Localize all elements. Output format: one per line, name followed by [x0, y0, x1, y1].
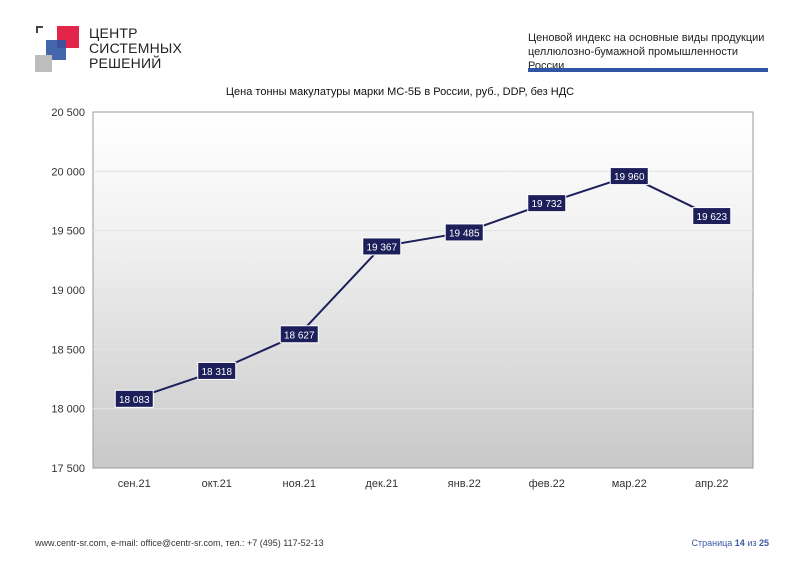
report-title-line-1: Ценовой индекс на основные виды продукци…	[528, 32, 765, 44]
page-number: 14	[734, 538, 745, 548]
footer-contacts: www.centr-sr.com, e-mail: office@centr-s…	[35, 538, 324, 548]
logo-corner-mark	[36, 26, 43, 33]
data-label: 19 367	[366, 242, 397, 253]
y-tick-label: 18 000	[51, 404, 85, 416]
report-title: Ценовой индекс на основные виды продукци…	[528, 31, 768, 73]
y-tick-label: 17 500	[51, 463, 85, 475]
page-indicator: Страница 14 из 25	[691, 538, 769, 548]
data-point	[114, 389, 154, 408]
x-tick-label: мар.22	[612, 478, 647, 490]
data-point	[197, 361, 237, 380]
data-label: 19 960	[614, 172, 645, 183]
data-point	[609, 167, 649, 186]
x-tick-label: окт.21	[202, 478, 232, 490]
x-tick-label: ноя.21	[283, 478, 316, 490]
y-tick-label: 20 000	[51, 166, 85, 178]
logo-line-2: СИСТЕМНЫХ	[89, 40, 183, 56]
y-tick-label: 19 500	[51, 226, 85, 238]
x-tick-label: дек.21	[365, 478, 398, 490]
data-point	[362, 237, 402, 256]
y-tick-label: 20 500	[51, 107, 85, 119]
x-tick-label: сен.21	[118, 478, 151, 490]
data-label: 18 083	[119, 395, 150, 406]
data-point	[279, 325, 319, 344]
y-tick-label: 18 500	[51, 344, 85, 356]
data-label: 19 485	[449, 228, 480, 239]
data-point	[527, 194, 567, 213]
x-tick-label: апр.22	[695, 478, 728, 490]
company-logo: ЦЕНТР СИСТЕМНЫХ РЕШЕНИЙ	[33, 26, 193, 78]
y-tick-label: 19 000	[51, 285, 85, 297]
logo-line-3: РЕШЕНИЙ	[89, 55, 162, 71]
chart-title: Цена тонны макулатуры марки МС-5Б в Росс…	[225, 86, 575, 98]
logo-gray-square	[35, 55, 52, 72]
page-total: 25	[758, 538, 769, 548]
logo-text: ЦЕНТР СИСТЕМНЫХ РЕШЕНИЙ	[89, 26, 182, 71]
x-tick-label: янв.22	[448, 478, 481, 490]
data-point	[444, 223, 484, 242]
page-of-word: из	[747, 538, 757, 548]
x-tick-label: фев.22	[529, 478, 565, 490]
header-accent-bar	[528, 68, 768, 72]
data-label: 19 623	[696, 212, 727, 223]
data-label: 18 627	[284, 330, 315, 341]
data-label: 19 732	[531, 199, 562, 210]
data-point	[692, 207, 732, 226]
page-word: Страница	[691, 538, 733, 548]
logo-line-1: ЦЕНТР	[89, 25, 138, 41]
data-label: 18 318	[201, 367, 232, 378]
